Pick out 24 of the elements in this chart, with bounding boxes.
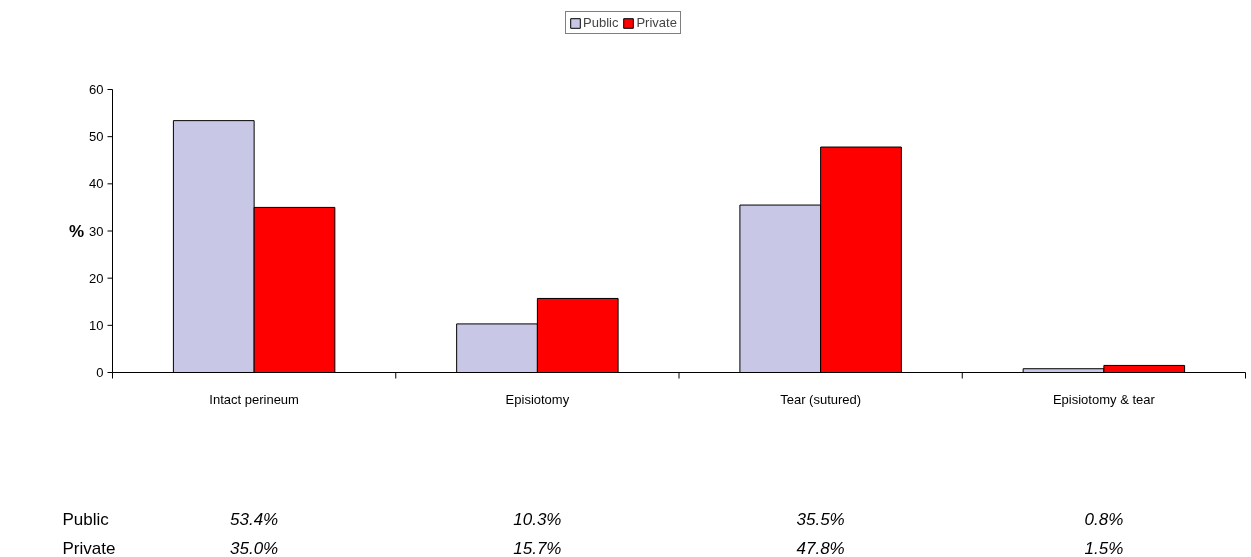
y-tick-label: 10 (89, 317, 104, 333)
text: Private (62, 539, 116, 557)
data-label: 35.0% (230, 539, 279, 557)
x-tick-label: Episiotomy (505, 391, 570, 407)
data-label: 15.7% (513, 539, 562, 557)
y-tick-label: 30 (89, 223, 104, 239)
data-label: 1.5% (1084, 539, 1124, 557)
y-tick-label: 0 (96, 365, 104, 380)
data-label: 47.8% (796, 539, 845, 557)
y-axis-title: % (68, 221, 85, 241)
x-tick-label: Tear (sutured) (780, 391, 862, 407)
x-tick-label: Episiotomy & tear (1052, 391, 1156, 407)
data-label: 53.4% (230, 510, 279, 529)
legend-label: Private (636, 15, 677, 30)
x-tick-label: Intact perineum (209, 391, 299, 407)
y-tick-label: 20 (89, 270, 104, 286)
data-label: 35.5% (796, 510, 845, 529)
data-label: 10.3% (513, 510, 562, 529)
text: Public (62, 510, 109, 529)
legend-label: Public (583, 15, 619, 30)
y-tick-label: 50 (89, 129, 104, 145)
y-tick-label: 40 (89, 176, 104, 192)
y-tick-label: 60 (89, 82, 104, 97)
data-label: 0.8% (1084, 510, 1124, 529)
